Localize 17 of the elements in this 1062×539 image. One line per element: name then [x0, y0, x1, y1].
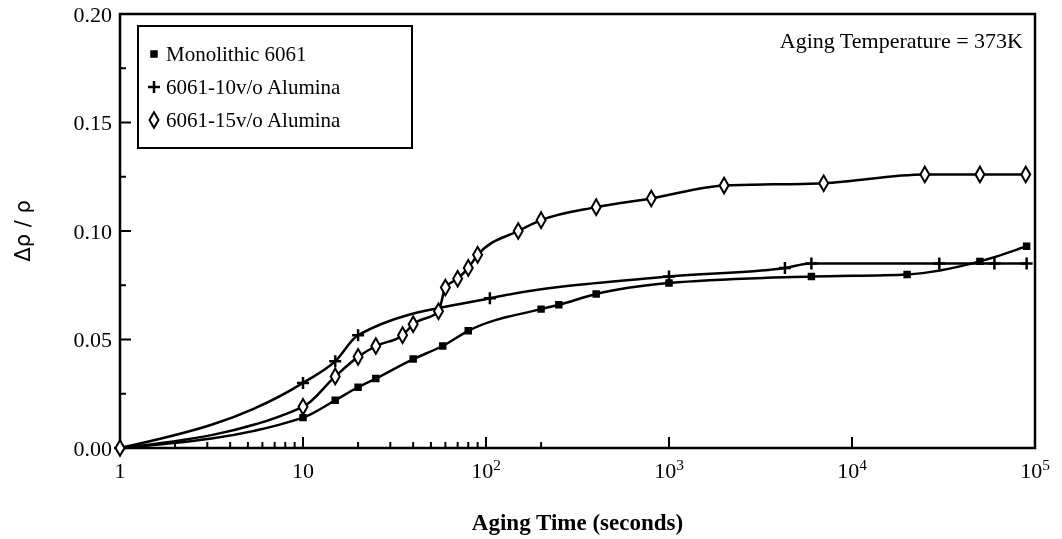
y-tick-label: 0.00	[73, 435, 112, 461]
legend-label: 6061-15v/o Alumina	[166, 108, 342, 133]
y-tick-label: 0.10	[73, 218, 112, 244]
x-tick-label: 10$^{4}$	[837, 455, 868, 483]
legend-label: Monolithic 6061	[166, 42, 307, 67]
y-tick-label: 0.15	[73, 110, 112, 136]
annotation: Aging Temperature = 373K	[779, 28, 1024, 53]
legend-label: 6061-10v/o Alumina	[166, 75, 342, 100]
x-tick-label: 1	[114, 458, 126, 483]
x-tick-label: 10$^{2}$	[471, 455, 501, 483]
x-tick-label: 10	[292, 458, 314, 483]
x-axis-title: Aging Time (seconds)	[471, 510, 684, 535]
y-tick-label: 0.05	[73, 327, 112, 353]
x-tick-label: 10$^{3}$	[654, 455, 685, 483]
y-axis-title: Δρ / ρ	[11, 200, 35, 262]
y-tick-label: 0.20	[73, 1, 112, 27]
x-tick-label: 10$^{5}$	[1020, 455, 1051, 483]
